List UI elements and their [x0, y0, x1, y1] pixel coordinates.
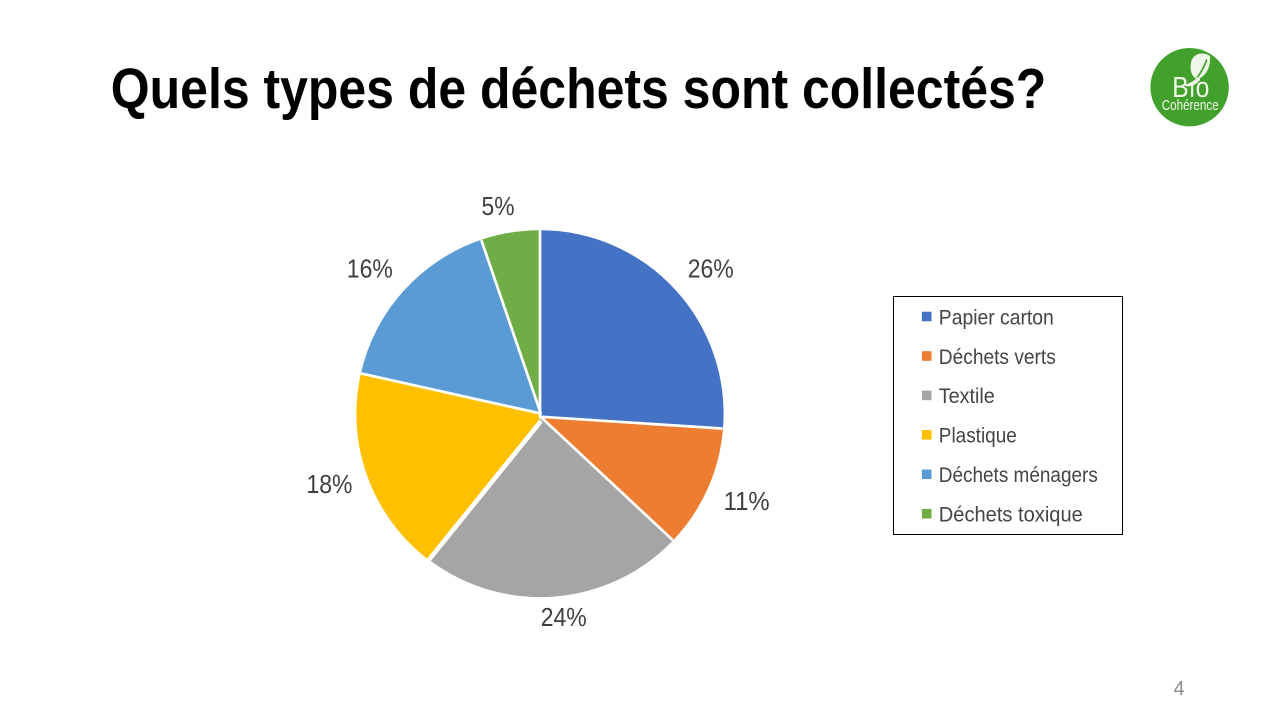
svg-text:Bıo: Bıo	[1172, 72, 1209, 104]
svg-text:16%: 16%	[347, 253, 393, 283]
svg-text:Papier carton: Papier carton	[939, 305, 1054, 329]
svg-text:Cohérence: Cohérence	[1162, 98, 1219, 114]
svg-text:Plastique: Plastique	[939, 424, 1017, 448]
svg-text:Déchets ménagers: Déchets ménagers	[939, 463, 1098, 487]
svg-text:4: 4	[1173, 678, 1184, 700]
svg-text:26%: 26%	[688, 253, 734, 283]
svg-text:24%: 24%	[541, 602, 587, 632]
svg-text:Textile: Textile	[939, 384, 995, 408]
svg-text:Déchets toxique: Déchets toxique	[939, 503, 1083, 527]
svg-text:Déchets verts: Déchets verts	[939, 345, 1056, 369]
svg-text:18%: 18%	[307, 469, 353, 499]
svg-text:5%: 5%	[482, 191, 515, 221]
svg-text:11%: 11%	[724, 486, 770, 516]
svg-text:Quels types de déchets sont co: Quels types de déchets sont collectés?	[111, 57, 1047, 121]
